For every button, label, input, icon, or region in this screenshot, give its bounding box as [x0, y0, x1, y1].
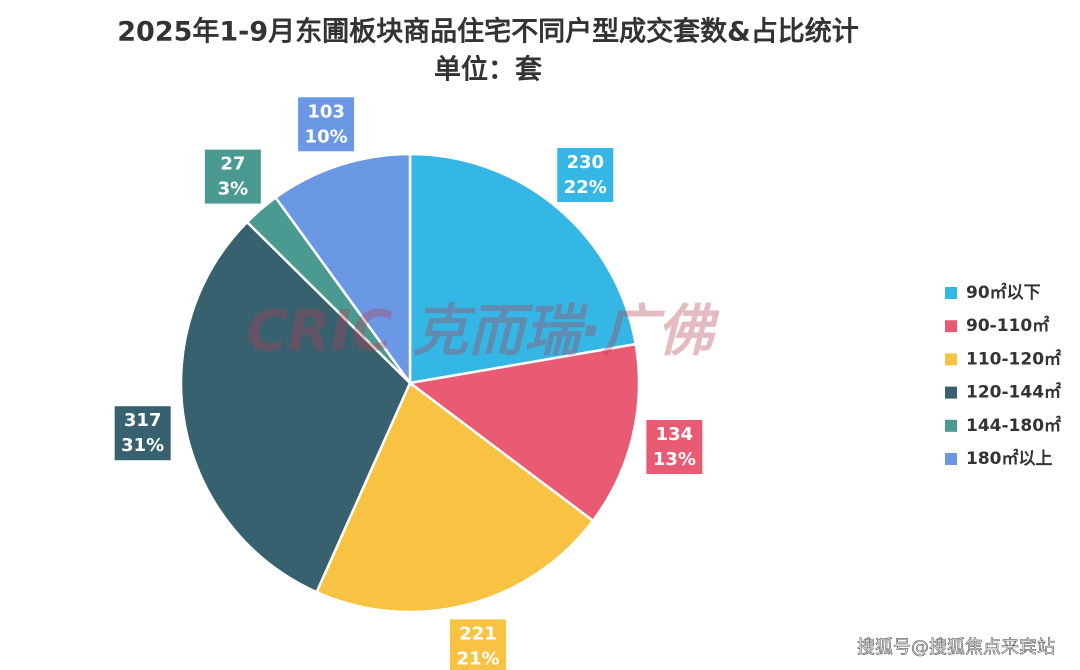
- percent-label: 3%: [218, 179, 249, 200]
- data-label-box: [557, 147, 614, 202]
- percent-label: 31%: [121, 435, 164, 456]
- data-label-box: [449, 619, 506, 670]
- data-label-box: [204, 149, 261, 204]
- chart-title: 2025年1-9月东圃板块商品住宅不同户型成交套数&占比统计: [117, 16, 858, 48]
- legend-label: 90-110㎡: [966, 315, 1049, 336]
- data-label: 317: [124, 410, 162, 431]
- chart-subtitle: 单位：套: [434, 54, 542, 86]
- legend-swatch: [945, 453, 957, 465]
- pie-slice: [273, 152, 412, 387]
- data-label-box: [646, 419, 703, 474]
- pie-slice: [179, 220, 412, 594]
- legend-label: 90㎡以下: [966, 282, 1041, 303]
- legend-label: 180㎡以上: [966, 448, 1053, 469]
- percent-label: 21%: [456, 648, 499, 669]
- data-label: 221: [459, 623, 497, 644]
- pie-slice: [408, 152, 638, 385]
- legend-label: 120-144㎡: [966, 382, 1061, 403]
- legend-swatch: [945, 353, 957, 366]
- data-label: 230: [566, 152, 604, 173]
- footer-credit: 搜狐号@搜狐焦点来宾站: [857, 637, 1055, 658]
- legend-swatch: [945, 320, 957, 333]
- watermark: CRIC 克而瑞·广佛: [247, 299, 721, 364]
- legend-label: 110-120㎡: [966, 348, 1061, 369]
- legend-swatch: [945, 419, 957, 432]
- pie-slice: [406, 342, 641, 523]
- legend-label: 144-180㎡: [966, 415, 1061, 436]
- percent-label: 10%: [305, 126, 348, 147]
- percent-label: 22%: [564, 177, 607, 198]
- legend-swatch: [945, 386, 957, 399]
- data-label: 103: [307, 101, 345, 122]
- percent-label: 13%: [653, 449, 696, 470]
- data-label: 134: [656, 424, 694, 445]
- data-label-box: [298, 97, 355, 152]
- pie: 230 22% 134 13% 221 21% 317 31% 27 3% 103 10%: [114, 97, 703, 670]
- legend-swatch: [945, 287, 957, 299]
- data-label-box: [114, 406, 171, 461]
- data-label: 27: [220, 154, 245, 175]
